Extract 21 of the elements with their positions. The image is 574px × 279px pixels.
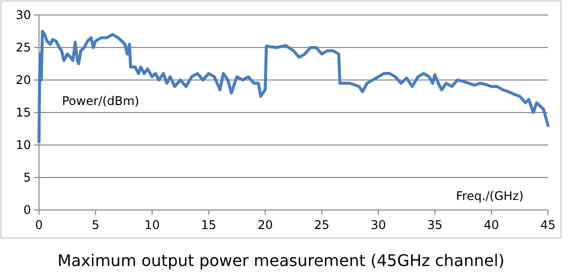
y-tick-label: 30 (16, 8, 31, 22)
x-tick-label: 30 (370, 218, 386, 232)
x-tick-label: 0 (35, 218, 43, 232)
line-series (38, 30, 550, 144)
y-tick-label: 20 (16, 73, 31, 87)
y-tick-label: 0 (23, 203, 31, 217)
x-tick-label: 10 (144, 218, 160, 232)
y-tick-label: 15 (16, 106, 31, 120)
x-tick-label: 45 (540, 218, 556, 232)
x-tick-label: 25 (314, 218, 330, 232)
y-tick-label: 25 (16, 40, 31, 54)
x-axis-title: Freq./(GHz) (456, 189, 524, 203)
x-tick-label: 20 (258, 218, 273, 232)
y-tick-label: 10 (16, 138, 31, 152)
x-tick-label: 40 (484, 218, 500, 232)
y-axis-title: Power/(dBm) (62, 94, 140, 108)
text: Maximum output power measurement (45GHz channel) (57, 251, 505, 270)
x-tick-label: 35 (427, 218, 443, 232)
y-tick-label: 5 (23, 170, 31, 184)
x-tick-label: 5 (92, 218, 100, 232)
x-tick-label: 15 (201, 218, 216, 232)
